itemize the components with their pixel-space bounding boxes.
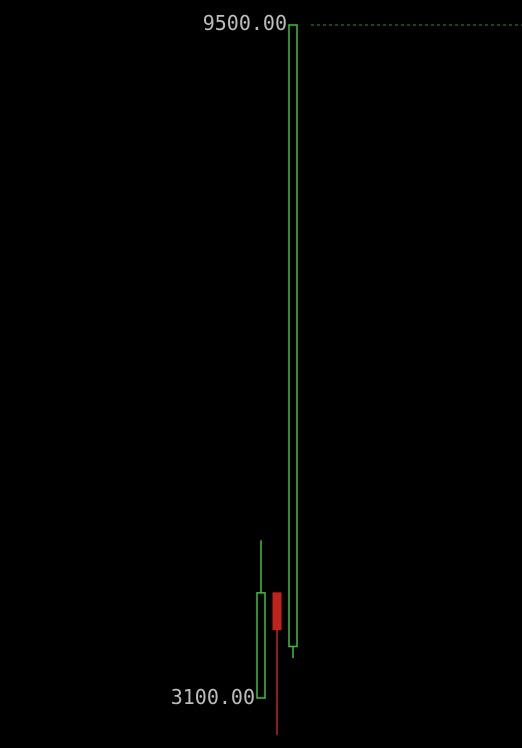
candle-1	[256, 540, 266, 699]
min-price-label: 3100.00	[171, 685, 255, 709]
candles-layer	[256, 24, 298, 735]
candle-2	[272, 592, 282, 735]
max-price-label: 9500.00	[203, 11, 287, 35]
price-labels-layer: 9500.00 3100.00	[171, 11, 287, 709]
candle-body	[256, 592, 266, 699]
candle-body	[288, 24, 298, 648]
candle-3	[288, 24, 298, 659]
candle-body	[272, 592, 282, 631]
